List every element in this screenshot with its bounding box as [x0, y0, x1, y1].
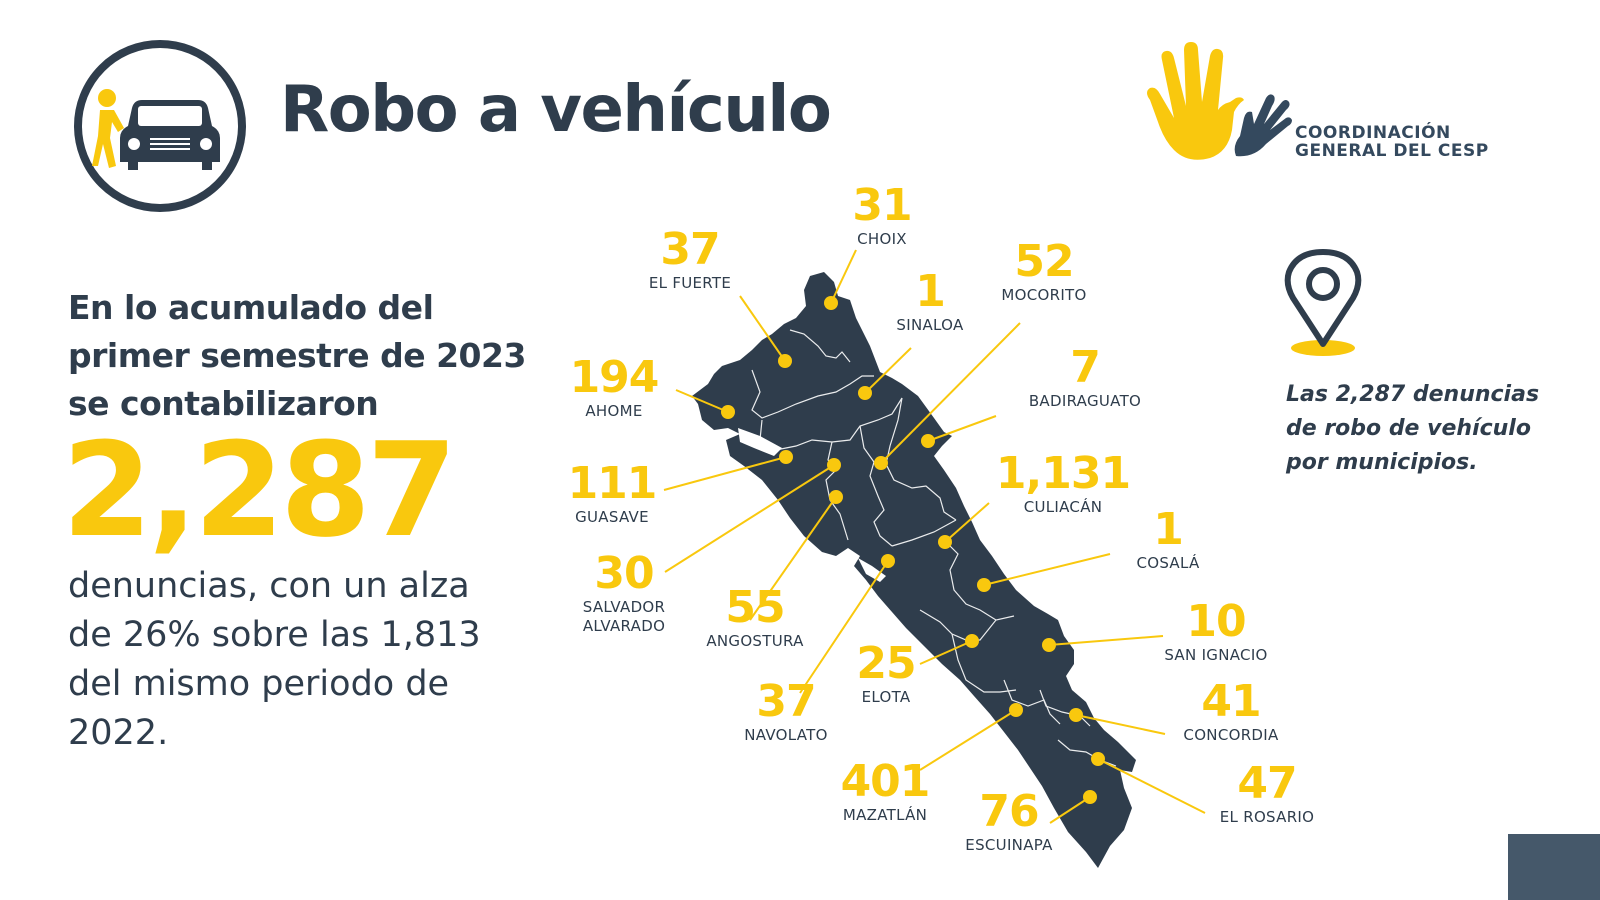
- page-title: Robo a vehículo: [280, 73, 832, 147]
- logo-line-1: COORDINACIÓN: [1295, 123, 1451, 143]
- cesp-logo: [1136, 40, 1516, 170]
- side-note: Las 2,287 denuncias de robo de vehículo …: [1286, 382, 1540, 475]
- municipality-value: 37: [660, 224, 720, 275]
- municipality-value: 31: [852, 180, 912, 231]
- municipality-name: SINALOA: [896, 316, 964, 334]
- municipality-name: ELOTA: [861, 688, 911, 706]
- municipality-concordia: 41 CONCORDIA: [1176, 680, 1286, 745]
- municipality-el-fuerte: 37 EL FUERTE: [640, 228, 740, 293]
- municipality-cosala: 1 COSALÁ: [1128, 508, 1208, 573]
- municipality-name: GUASAVE: [575, 508, 649, 526]
- municipality-escuinapa: 76 ESCUINAPA: [954, 790, 1064, 855]
- car-theft-icon: [72, 38, 248, 214]
- municipality-value: 30: [594, 548, 654, 599]
- municipality-name: ANGOSTURA: [706, 632, 804, 650]
- municipality-ahome: 194 AHOME: [564, 356, 664, 421]
- municipality-value: 194: [569, 352, 660, 403]
- municipality-name: SAN IGNACIO: [1164, 646, 1268, 664]
- municipality-value: 52: [1014, 236, 1074, 287]
- municipality-name: SALVADOR ALVARADO: [582, 598, 666, 635]
- state-outline: [692, 272, 1136, 868]
- hands-dove-logo-icon: [1147, 42, 1292, 160]
- municipality-value: 55: [725, 582, 785, 633]
- municipality-badiraguato: 7 BADIRAGUATO: [1020, 346, 1150, 411]
- municipality-value: 41: [1201, 676, 1261, 727]
- municipality-value: 7: [1070, 342, 1101, 393]
- municipality-name: CHOIX: [857, 230, 907, 248]
- municipality-value: 401: [840, 756, 931, 807]
- municipality-name: EL FUERTE: [648, 274, 732, 292]
- municipality-name: CULIACÁN: [1023, 498, 1103, 516]
- municipality-mazatlan: 401 MAZATLÁN: [830, 760, 940, 825]
- municipality-mocorito: 52 MOCORITO: [994, 240, 1094, 305]
- municipality-name: MOCORITO: [1001, 286, 1087, 304]
- municipality-name: COSALÁ: [1136, 554, 1200, 572]
- total-complaints: 2,287: [62, 414, 457, 566]
- municipality-value: 25: [856, 638, 916, 689]
- municipality-name: EL ROSARIO: [1219, 808, 1315, 826]
- municipality-guasave: 111 GUASAVE: [562, 462, 662, 527]
- municipality-name: MAZATLÁN: [842, 806, 928, 824]
- municipality-name: CONCORDIA: [1183, 726, 1279, 744]
- municipality-value: 111: [567, 458, 658, 509]
- municipality-value: 1: [915, 266, 946, 317]
- municipality-value: 37: [756, 676, 816, 727]
- corner-block: [1508, 834, 1600, 900]
- municipality-value: 47: [1237, 758, 1297, 809]
- summary-detail: denuncias, con un alza de 26% sobre las …: [68, 566, 481, 753]
- municipality-value: 1,131: [995, 448, 1131, 499]
- logo-line-2: GENERAL DEL CESP: [1295, 141, 1489, 161]
- municipality-culiacan: 1,131 CULIACÁN: [988, 452, 1138, 517]
- municipality-sinaloa: 1 SINALOA: [890, 270, 970, 335]
- municipality-el-rosario: 47 EL ROSARIO: [1212, 762, 1322, 827]
- municipality-san-ignacio: 10 SAN IGNACIO: [1156, 600, 1276, 665]
- municipality-choix: 31 CHOIX: [842, 184, 922, 249]
- municipality-value: 1: [1153, 504, 1184, 555]
- location-pin-icon: [1283, 248, 1363, 360]
- municipality-value: 76: [979, 786, 1039, 837]
- municipality-name: ESCUINAPA: [965, 836, 1053, 854]
- municipality-elota: 25 ELOTA: [846, 642, 926, 707]
- municipality-angostura: 55 ANGOSTURA: [700, 586, 810, 651]
- logo-text: COORDINACIÓN GENERAL DEL CESP: [1295, 124, 1489, 160]
- municipality-salvador-alvarado: 30 SALVADOR ALVARADO: [574, 552, 674, 636]
- municipality-name: AHOME: [585, 402, 643, 420]
- municipality-navolato: 37 NAVOLATO: [736, 680, 836, 745]
- municipality-name: BADIRAGUATO: [1028, 392, 1142, 410]
- summary-intro: En lo acumulado del primer semestre de 2…: [68, 288, 526, 423]
- municipality-value: 10: [1186, 596, 1246, 647]
- municipality-name: NAVOLATO: [744, 726, 828, 744]
